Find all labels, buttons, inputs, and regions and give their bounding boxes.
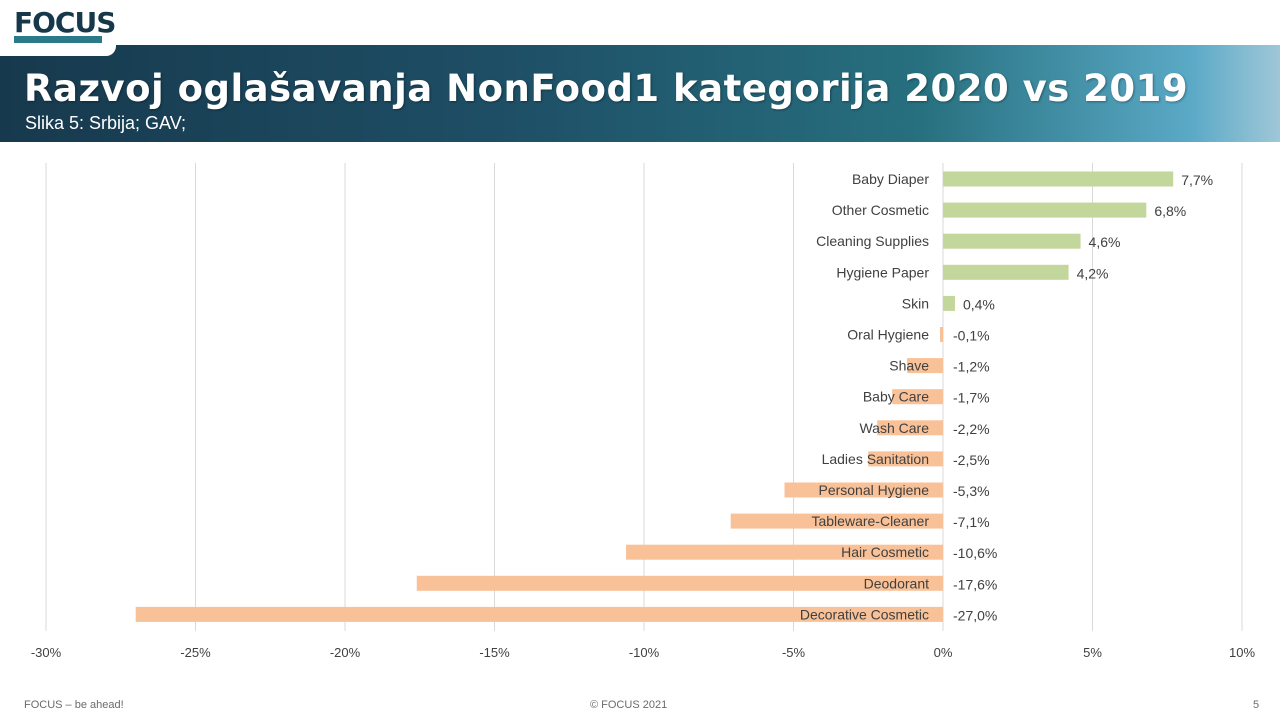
- data-label: -7,1%: [953, 514, 990, 530]
- data-label: -2,2%: [953, 421, 990, 437]
- page-number: 5: [1253, 699, 1260, 711]
- category-label: Shave: [889, 358, 929, 374]
- bar: [784, 482, 943, 498]
- category-label: Decorative Cosmetic: [800, 606, 929, 622]
- data-label: -10,6%: [953, 545, 997, 561]
- data-label: 4,2%: [1077, 265, 1109, 281]
- bar: [907, 358, 943, 374]
- x-tick-label: -25%: [180, 645, 211, 660]
- footer-copyright: © FOCUS 2021: [590, 699, 668, 711]
- bar: [416, 575, 943, 591]
- bar: [730, 513, 943, 529]
- bar: [943, 233, 1081, 249]
- logo-underline: [14, 36, 102, 43]
- title-banner: [0, 45, 1280, 142]
- x-tick-label: 10%: [1229, 645, 1255, 660]
- data-label: -27,0%: [953, 607, 997, 623]
- bar: [868, 451, 943, 467]
- logo-container: FOCUS: [0, 0, 116, 56]
- category-label: Personal Hygiene: [818, 482, 929, 498]
- bar: [940, 327, 943, 342]
- bar: [943, 171, 1174, 187]
- category-label: Hygiene Paper: [836, 264, 929, 280]
- bar: [135, 606, 943, 622]
- category-label: Tableware-Cleaner: [811, 513, 929, 529]
- x-tick-label: -5%: [782, 645, 806, 660]
- page-title: Razvoj oglašavanja NonFood1 kategorija 2…: [24, 67, 1189, 110]
- bar: [892, 389, 943, 405]
- x-tick-label: -15%: [479, 645, 510, 660]
- data-label: 4,6%: [1089, 234, 1121, 250]
- bar: [626, 544, 943, 560]
- data-label: -17,6%: [953, 576, 997, 592]
- bar: [943, 295, 955, 311]
- bar-chart: -30% -25% -20% -15% -10% -5% 0% 5% 10% Baby Diape…: [31, 163, 1255, 660]
- data-label: 6,8%: [1154, 203, 1186, 219]
- x-tick-label: 5%: [1083, 645, 1102, 660]
- data-label: 7,7%: [1181, 172, 1213, 188]
- category-label: Hair Cosmetic: [841, 544, 929, 560]
- footer-tagline: FOCUS – be ahead!: [24, 699, 124, 711]
- data-label: -0,1%: [953, 328, 990, 344]
- category-label: Wash Care: [859, 420, 929, 436]
- data-label: -1,7%: [953, 390, 990, 406]
- category-label: Other Cosmetic: [832, 202, 929, 218]
- x-tick-label: -20%: [330, 645, 361, 660]
- category-label: Baby Diaper: [852, 171, 929, 187]
- category-label: Ladies Sanitation: [822, 451, 929, 467]
- x-tick-label: -10%: [629, 645, 660, 660]
- category-label: Oral Hygiene: [847, 327, 929, 343]
- x-tick-label: -30%: [31, 645, 62, 660]
- data-label: -2,5%: [953, 452, 990, 468]
- category-label: Deodorant: [864, 575, 929, 591]
- data-label: -1,2%: [953, 359, 990, 375]
- bar: [877, 420, 943, 436]
- data-label: -5,3%: [953, 483, 990, 499]
- x-tick-label: 0%: [934, 645, 953, 660]
- category-label: Baby Care: [863, 389, 929, 405]
- bar: [943, 202, 1147, 218]
- focus-logo: FOCUS: [14, 6, 116, 39]
- category-label: Skin: [902, 295, 929, 311]
- category-label: Cleaning Supplies: [816, 233, 929, 249]
- bar: [943, 264, 1069, 280]
- data-label: 0,4%: [963, 296, 995, 312]
- page-subtitle: Slika 5: Srbija; GAV;: [25, 113, 187, 133]
